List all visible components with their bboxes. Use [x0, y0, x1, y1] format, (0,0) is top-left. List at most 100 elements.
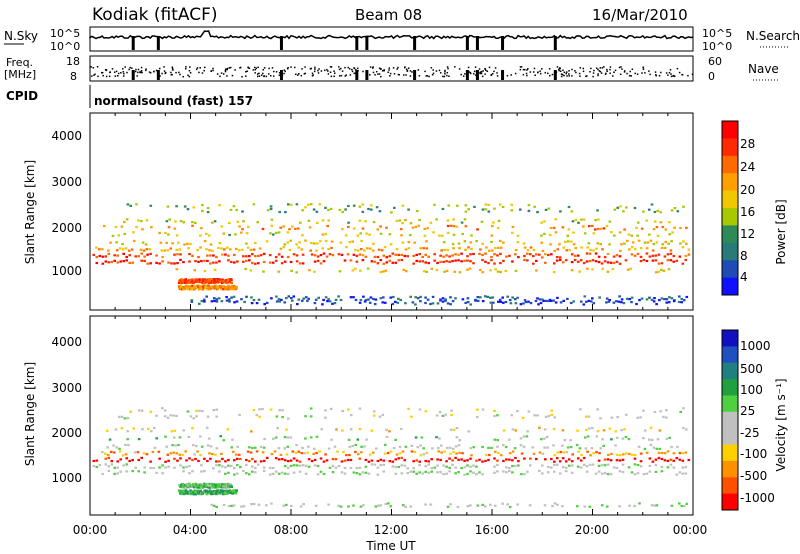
power-cb-tick-24: 24	[740, 160, 755, 174]
data-cell	[283, 459, 287, 462]
data-cell	[640, 297, 644, 300]
data-cell	[278, 210, 281, 214]
data-cell	[254, 471, 257, 474]
data-cell	[273, 450, 277, 453]
data-cell	[137, 438, 141, 441]
data-cell	[258, 247, 262, 250]
data-cell	[667, 301, 671, 304]
data-cell	[128, 254, 131, 257]
data-cell	[269, 205, 273, 208]
data-cell	[654, 458, 658, 461]
data-cell	[268, 466, 272, 469]
data-cell	[454, 297, 457, 300]
data-cell	[391, 252, 395, 255]
data-cell	[611, 268, 615, 271]
data-cell	[322, 260, 326, 263]
data-cell	[228, 281, 231, 284]
freq-dot	[275, 70, 278, 73]
data-cell	[650, 438, 654, 441]
data-cell	[484, 252, 487, 255]
freq-dot	[185, 66, 187, 68]
data-cell	[556, 451, 560, 454]
data-cell	[348, 445, 352, 448]
data-cell	[218, 280, 221, 283]
data-cell	[435, 218, 438, 221]
freq-dot	[464, 73, 466, 75]
data-cell	[223, 248, 226, 251]
data-cell	[257, 463, 260, 466]
data-cell	[158, 262, 161, 265]
freq-dot	[532, 71, 535, 73]
noise-right-label: N.Search	[746, 29, 800, 43]
freq-dot	[369, 74, 371, 76]
data-cell	[510, 209, 513, 212]
data-cell	[191, 458, 194, 462]
velocity-ytick-1000: 1000	[51, 471, 82, 485]
data-cell	[316, 464, 320, 468]
data-cell	[451, 300, 455, 303]
data-cell	[414, 436, 418, 439]
colorbar-swatch	[722, 242, 738, 261]
freq-dot	[494, 67, 497, 69]
data-cell	[309, 436, 313, 439]
data-cell	[151, 450, 155, 454]
data-cell	[540, 221, 543, 224]
data-cell	[304, 239, 307, 242]
data-cell	[470, 454, 473, 457]
colorbar-swatch	[722, 330, 738, 347]
data-cell	[439, 471, 442, 474]
freq-dot	[212, 69, 214, 72]
data-cell	[562, 246, 566, 249]
data-cell	[185, 459, 188, 462]
data-cell	[363, 300, 367, 303]
data-cell	[682, 240, 685, 243]
data-cell	[469, 465, 472, 468]
data-cell	[672, 452, 676, 455]
freq-dot	[566, 71, 568, 73]
data-cell	[124, 453, 128, 456]
data-cell	[499, 262, 502, 265]
data-cell	[553, 470, 556, 473]
data-cell	[449, 428, 453, 431]
data-cell	[463, 459, 466, 462]
freq-dot	[272, 75, 275, 77]
data-cell	[149, 262, 152, 265]
data-cell	[573, 258, 577, 262]
data-cell	[680, 297, 684, 301]
data-cell	[375, 206, 379, 209]
data-cell	[474, 299, 477, 302]
power-colorbar-label: Power [dB]	[774, 199, 788, 264]
data-cell	[636, 234, 639, 237]
data-cell	[527, 209, 531, 212]
freq-dot	[443, 75, 446, 78]
data-cell	[306, 299, 309, 302]
data-cell	[128, 459, 131, 463]
data-cell	[228, 485, 231, 488]
freq-dot	[418, 75, 421, 77]
freq-dot	[407, 67, 410, 69]
freq-dot	[603, 66, 605, 68]
data-cell	[660, 246, 664, 249]
data-cell	[280, 458, 284, 461]
data-cell	[227, 254, 230, 257]
freq-dot	[124, 66, 126, 68]
freq-dot	[247, 66, 249, 69]
data-cell	[208, 486, 211, 489]
data-cell	[335, 428, 338, 431]
freq-dot	[609, 68, 611, 71]
data-cell	[242, 469, 245, 473]
data-cell	[196, 249, 199, 252]
data-cell	[331, 458, 335, 461]
data-cell	[493, 414, 496, 418]
data-cell	[381, 413, 385, 416]
data-cell	[605, 301, 608, 304]
data-cell	[319, 240, 322, 243]
data-cell	[446, 302, 450, 305]
data-cell	[127, 444, 130, 447]
freq-dot	[649, 73, 651, 76]
data-cell	[590, 447, 594, 450]
data-cell	[274, 256, 278, 259]
data-cell	[619, 205, 622, 208]
data-cell	[618, 470, 622, 473]
freq-dot	[257, 66, 259, 69]
